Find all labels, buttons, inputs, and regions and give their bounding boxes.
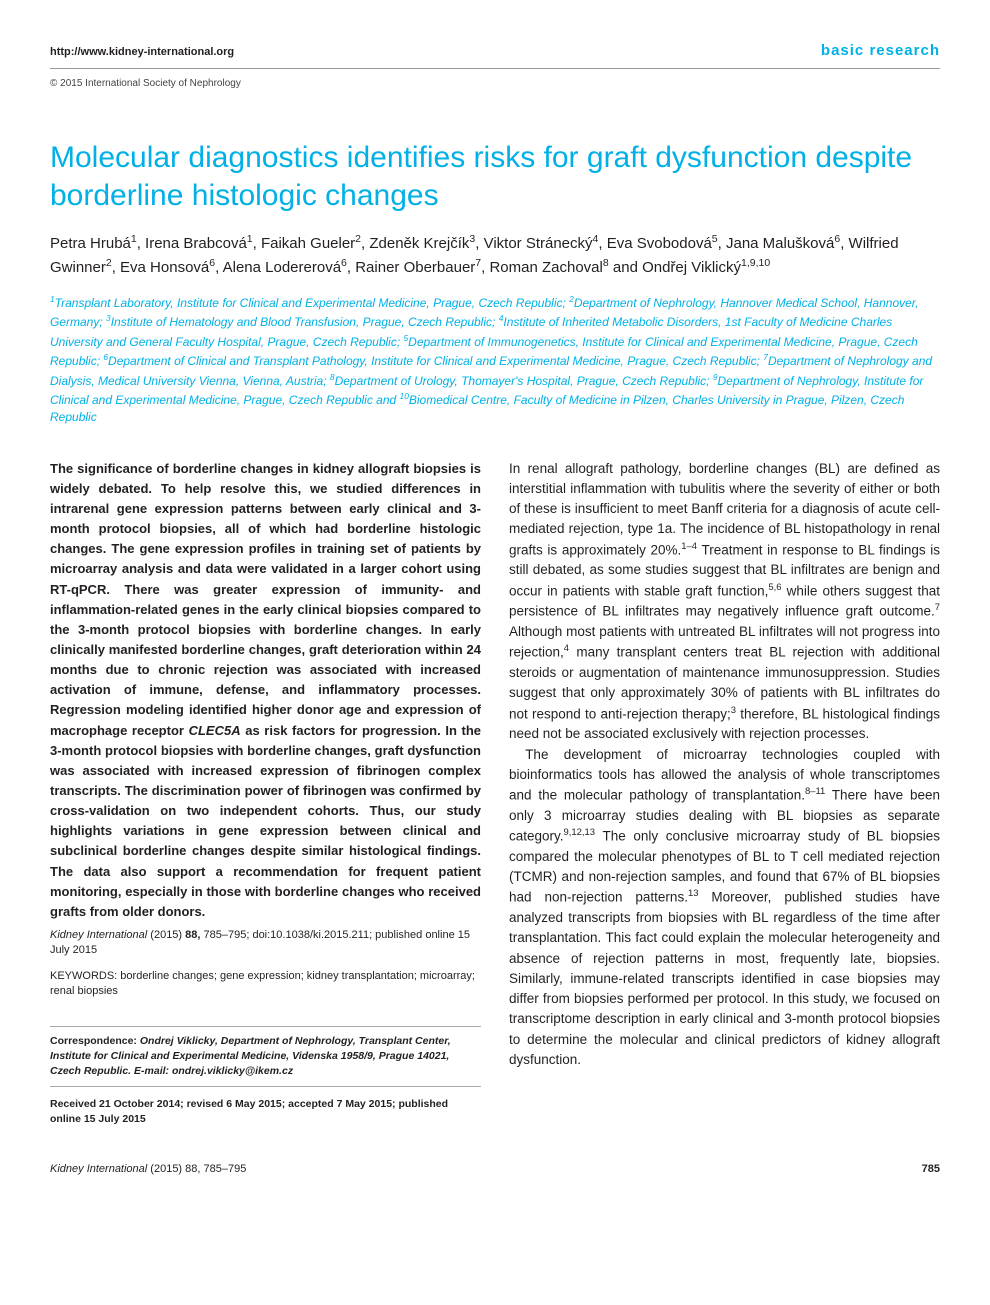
- affiliations: 1Transplant Laboratory, Institute for Cl…: [50, 293, 940, 427]
- citation: Kidney International (2015) 88, 785–795;…: [50, 928, 481, 959]
- right-column: In renal allograft pathology, borderline…: [509, 459, 940, 1128]
- footer-issue: (2015) 88, 785–795: [150, 1163, 246, 1175]
- article-title: Molecular diagnostics identifies risks f…: [50, 139, 940, 214]
- body-paragraph-1: In renal allograft pathology, borderline…: [509, 459, 940, 745]
- left-column: The significance of borderline changes i…: [50, 459, 481, 1128]
- page-footer: Kidney International (2015) 88, 785–795 …: [50, 1162, 940, 1177]
- body-paragraph-2: The development of microarray technologi…: [509, 745, 940, 1071]
- page-number: 785: [922, 1162, 940, 1177]
- received-dates: Received 21 October 2014; revised 6 May …: [50, 1097, 481, 1127]
- keywords-label: KEYWORDS:: [50, 970, 120, 982]
- abstract-text: The significance of borderline changes i…: [50, 459, 481, 922]
- footer-journal: Kidney International: [50, 1163, 147, 1175]
- copyright: © 2015 International Society of Nephrolo…: [50, 77, 940, 91]
- correspondence-box: Correspondence: Ondrej Viklicky, Departm…: [50, 1026, 481, 1088]
- two-column-layout: The significance of borderline changes i…: [50, 459, 940, 1128]
- journal-url[interactable]: http://www.kidney-international.org: [50, 45, 234, 60]
- section-label: basic research: [821, 40, 940, 61]
- keywords-block: KEYWORDS: borderline changes; gene expre…: [50, 969, 481, 1000]
- header-row: http://www.kidney-international.org basi…: [50, 40, 940, 65]
- footer-journal-issue: Kidney International (2015) 88, 785–795: [50, 1162, 246, 1177]
- authors-list: Petra Hrubá1, Irena Brabcová1, Faikah Gu…: [50, 232, 940, 279]
- header-rule: [50, 68, 940, 69]
